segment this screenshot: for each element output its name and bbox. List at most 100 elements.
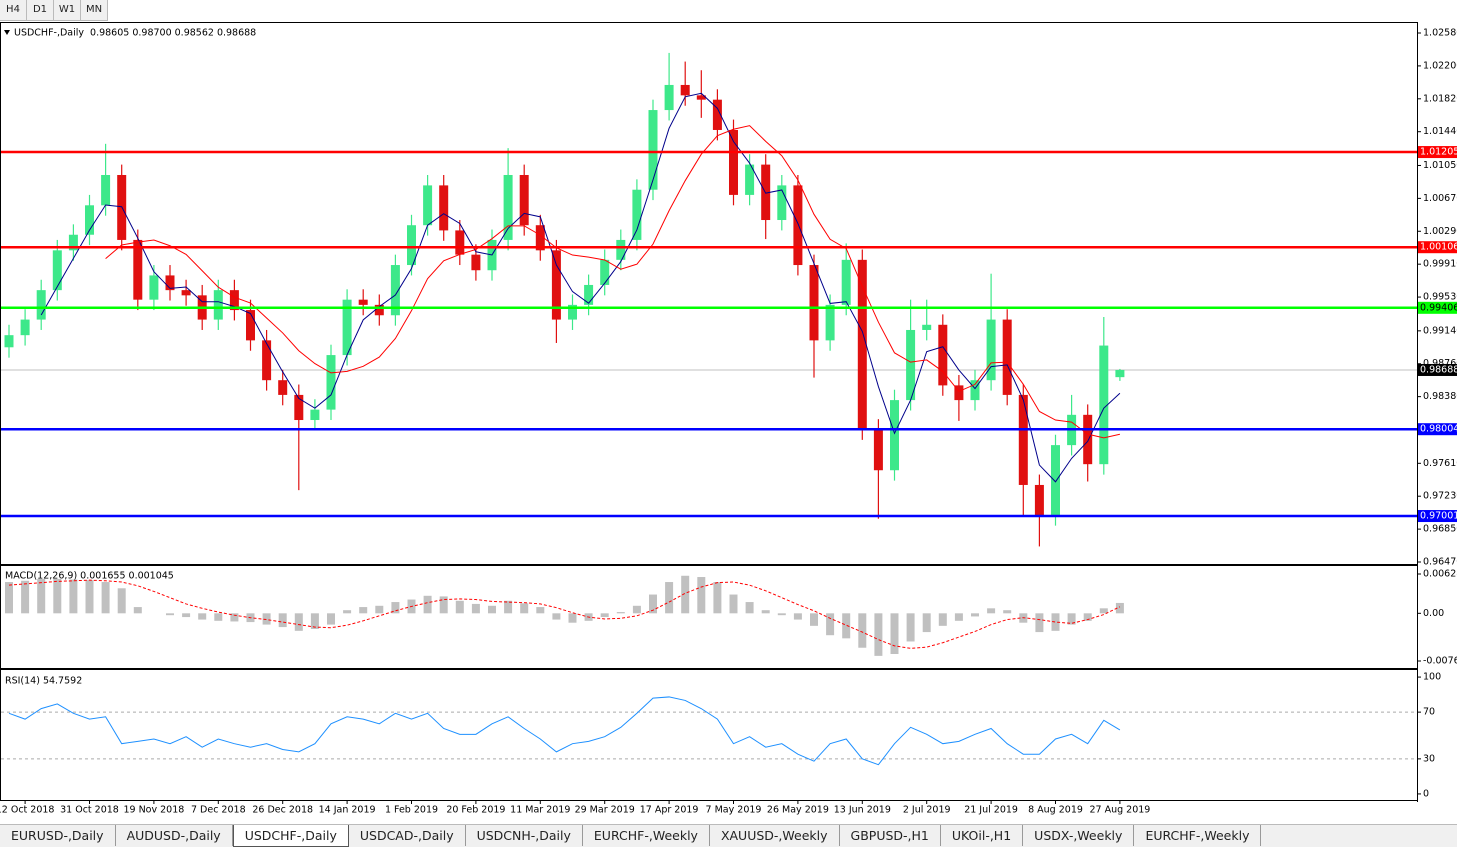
moving-average (40, 92, 1121, 483)
macd-bar (649, 594, 657, 614)
candle-body (342, 299, 352, 356)
x-tick-label: 26 Dec 2018 (252, 805, 313, 816)
macd-bar (777, 613, 786, 616)
chart-tab[interactable]: GBPUSD-,H1 (840, 825, 941, 846)
timeframe-button[interactable]: MN (81, 0, 108, 21)
candle-body (294, 394, 304, 421)
y-tick-label: 1.01820 (1423, 93, 1457, 104)
chart-tab[interactable]: USDCHF-,Daily (232, 825, 349, 847)
macd-bar (520, 603, 529, 614)
candle-body (278, 380, 288, 395)
candle-body (1051, 445, 1060, 516)
y-tick-label: 100 (1423, 672, 1441, 683)
chart-tab[interactable]: USDCAD-,Daily (349, 825, 466, 846)
last-price-box (1418, 363, 1457, 376)
candle-body (600, 259, 610, 285)
chart-tab[interactable]: EURUSD-,Daily (0, 825, 116, 846)
macd-bar (761, 610, 770, 614)
candle-body (68, 234, 78, 251)
candle-body (922, 324, 932, 330)
indicator-title: RSI(14) 54.7592 (5, 676, 82, 687)
x-tick-label: 29 Mar 2019 (575, 805, 635, 816)
chart-tab[interactable]: XAUUSD-,Weekly (710, 825, 840, 846)
macd-bar (938, 613, 947, 626)
chart-tab[interactable]: EURCHF-,Weekly (1134, 825, 1262, 846)
chart-title: USDCHF-,Daily (14, 28, 84, 39)
y-tick-label: 1.02200 (1423, 60, 1457, 71)
y-tick-label: 1.01050 (1423, 160, 1457, 171)
candle-body (873, 429, 883, 471)
macd-bar (488, 605, 496, 614)
candle-body (825, 304, 835, 341)
candle-body (632, 189, 642, 240)
panel-frame (0, 22, 1418, 565)
timeframe-button[interactable]: D1 (27, 0, 54, 21)
macd-bar (85, 580, 94, 614)
macd-bar (5, 582, 13, 614)
macd-bar (343, 610, 352, 614)
chart-tab[interactable]: AUDUSD-,Daily (116, 825, 233, 846)
timeframe-button[interactable]: W1 (54, 0, 81, 21)
macd-bar (262, 613, 271, 625)
macd-bar (568, 613, 577, 623)
candle-body (85, 205, 94, 235)
candle-body (986, 319, 996, 381)
level-label: 0.98004 (1420, 424, 1457, 435)
y-tick-label: 0.96470 (1423, 557, 1457, 568)
y-tick-label: 1.02580 (1423, 28, 1457, 39)
chart-tab[interactable]: EURCHF-,Weekly (583, 825, 710, 846)
chart-tab[interactable]: USDX-,Weekly (1023, 825, 1135, 846)
candle-body (262, 340, 272, 381)
candle-body (535, 225, 545, 251)
macd-bar (21, 580, 30, 614)
moving-average (105, 125, 1121, 439)
y-tick-label: 0.00 (1423, 608, 1444, 619)
y-tick-label: 1.01440 (1423, 126, 1457, 137)
level-label-box (1418, 423, 1457, 436)
macd-bar (826, 613, 835, 636)
chart-tabs: EURUSD-,Daily AUDUSD-,Daily USDCHF-,Daily U… (0, 824, 1457, 847)
macd-bar (697, 577, 706, 614)
macd-bar (198, 613, 207, 620)
macd-bar (954, 613, 963, 621)
candle-body (1083, 414, 1093, 465)
timeframe-button[interactable]: H4 (0, 0, 27, 21)
candle-body (745, 164, 755, 195)
chart-subtitle: 0.98605 0.98700 0.98562 0.98688 (90, 28, 256, 39)
macd-bar (182, 613, 191, 618)
y-tick-label: 30 (1423, 753, 1435, 764)
macd-bar (987, 608, 996, 614)
y-tick-label: 1.00670 (1423, 193, 1457, 204)
candle-body (906, 329, 916, 401)
candle-body (439, 185, 449, 231)
chart-tab[interactable]: USDCNH-,Daily (466, 825, 583, 846)
macd-bar (471, 603, 480, 614)
candle-body (407, 225, 416, 266)
macd-bar (745, 602, 754, 614)
rsi-line (8, 696, 1121, 766)
macd-bar (713, 582, 722, 614)
level-label-box (1418, 510, 1457, 523)
macd-bar (310, 613, 319, 629)
level-label: 1.01205 (1420, 147, 1457, 158)
macd-bar (504, 600, 513, 614)
candle-body (777, 185, 787, 221)
macd-bar (278, 613, 287, 628)
candle-body (1034, 484, 1044, 516)
candle-body (101, 174, 111, 206)
chart-tab[interactable]: UKOil-,H1 (941, 825, 1024, 846)
macd-bar (37, 578, 46, 614)
level-label: 0.99406 (1420, 302, 1457, 313)
macd-bar (1035, 613, 1044, 633)
signal-line (8, 579, 1121, 649)
candle-body (36, 290, 46, 320)
x-tick-label: 17 Apr 2019 (640, 805, 699, 816)
macd-bar (810, 613, 818, 626)
candle-body (503, 174, 513, 240)
macd-bar (214, 613, 223, 621)
candle-body (1099, 345, 1109, 465)
